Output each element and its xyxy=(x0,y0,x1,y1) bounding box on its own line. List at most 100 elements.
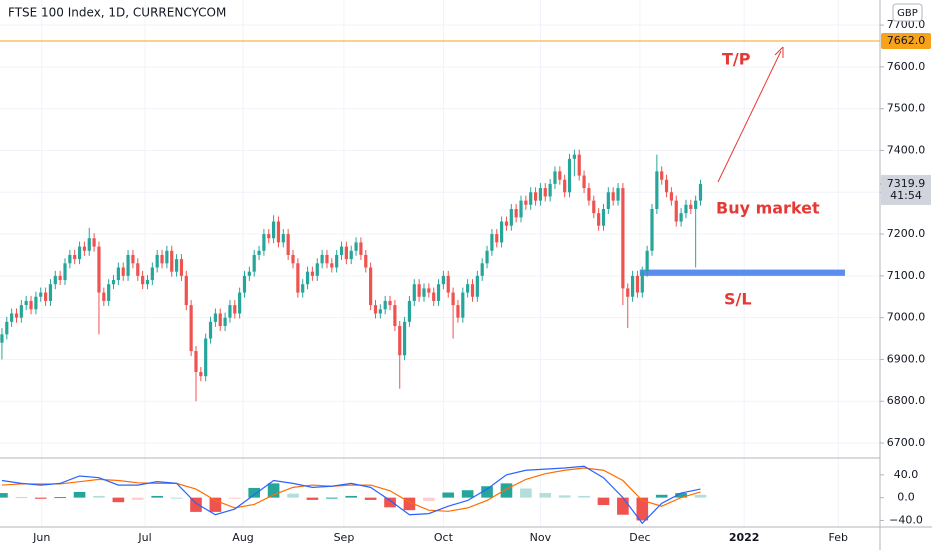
candle-body xyxy=(689,204,693,209)
candle-body xyxy=(286,234,290,255)
currency: GBP xyxy=(897,8,918,19)
candle-body xyxy=(131,254,135,264)
candle-body xyxy=(145,280,150,285)
candle-body xyxy=(116,267,120,281)
candle-body xyxy=(315,263,319,276)
macd-histogram-bar xyxy=(345,495,358,498)
target-badge xyxy=(881,32,931,49)
macd-histogram-bar xyxy=(539,493,552,498)
candle-body xyxy=(325,254,329,264)
candle-body xyxy=(446,275,450,293)
candle-body xyxy=(126,254,130,276)
candle-body xyxy=(470,284,475,297)
candle-body xyxy=(170,250,174,272)
candle-body xyxy=(349,250,353,260)
candle-body xyxy=(233,305,237,314)
candle-body xyxy=(412,284,416,301)
x-tick-label: Nov xyxy=(530,531,552,544)
candle-body xyxy=(461,292,465,318)
y-tick-label: 7600.0 xyxy=(887,60,926,73)
x-tick-label: Jun xyxy=(32,531,50,544)
current-price: 7319.9 xyxy=(887,177,926,190)
candle-body xyxy=(208,321,213,339)
candle-body xyxy=(335,254,339,268)
candle-body xyxy=(97,246,101,293)
candle-body xyxy=(694,200,698,209)
candle-body xyxy=(645,250,649,272)
candle-body xyxy=(626,288,630,297)
candle-body xyxy=(34,296,38,310)
candle-body xyxy=(179,259,184,276)
candle-body xyxy=(441,275,445,285)
macd-histogram-bar xyxy=(34,497,47,499)
candle-body xyxy=(189,305,193,352)
candle-body xyxy=(432,292,436,301)
candle-body xyxy=(373,305,378,314)
y-tick-label: 6700.0 xyxy=(887,436,926,449)
candle-body xyxy=(291,254,295,264)
candle-body xyxy=(107,284,111,301)
candle-body xyxy=(262,234,266,251)
candle-body xyxy=(524,200,528,205)
candle-body xyxy=(621,188,625,289)
macd-histogram-bar xyxy=(617,497,629,515)
candle-body xyxy=(393,305,397,327)
macd-histogram-bar xyxy=(248,487,261,498)
candle-body xyxy=(495,234,499,243)
candle-body xyxy=(19,305,23,318)
macd-histogram-bar xyxy=(306,497,319,500)
x-tick-label: Feb xyxy=(829,531,848,544)
macd-histogram-bar xyxy=(558,495,571,498)
candle-body xyxy=(160,254,164,264)
buy-label: Buy market xyxy=(716,199,820,218)
target-label: 7662.0 xyxy=(887,34,926,47)
candle-body xyxy=(155,254,159,268)
candle-body xyxy=(48,284,53,301)
macd-histogram-bar xyxy=(384,497,396,508)
candle-body xyxy=(456,305,460,318)
candle-body xyxy=(213,313,217,322)
candle-body xyxy=(475,275,479,297)
macd-histogram-bar xyxy=(170,497,183,499)
candle-body xyxy=(402,321,407,356)
candle-body xyxy=(272,221,276,239)
candle-body xyxy=(577,154,581,176)
candle-body xyxy=(111,280,116,285)
candle-body xyxy=(509,208,513,226)
candle-body xyxy=(174,259,179,272)
candle-body xyxy=(63,263,67,281)
macd-histogram-bar xyxy=(403,497,416,511)
macd-line xyxy=(1,465,701,525)
macd-histogram-bar xyxy=(694,494,707,498)
candle-body xyxy=(669,192,674,201)
candle-body xyxy=(87,238,91,251)
candle-body xyxy=(674,200,678,222)
candle-body xyxy=(684,204,688,214)
candle-body xyxy=(247,271,251,276)
currency-box[interactable] xyxy=(892,3,923,22)
macd-histogram-bar xyxy=(636,497,649,521)
macd-histogram-bar xyxy=(364,497,377,500)
macd-histogram-bar xyxy=(131,497,144,500)
candle-body xyxy=(165,250,169,264)
candle-body xyxy=(330,263,334,268)
signal-line xyxy=(1,467,701,512)
x-tick-label: Oct xyxy=(434,531,454,544)
candle-body xyxy=(204,338,208,377)
macd-histogram-bar xyxy=(325,497,338,499)
candle-body xyxy=(388,300,392,306)
candle-body xyxy=(136,263,140,276)
candle-body xyxy=(257,250,261,255)
candle-body xyxy=(141,275,145,285)
candle-body xyxy=(611,192,615,201)
candle-body xyxy=(369,267,373,306)
candle-body xyxy=(698,183,703,201)
candle-body xyxy=(199,371,203,377)
macd-histogram-bar xyxy=(461,490,474,498)
macd-histogram-bar xyxy=(15,497,28,499)
candle-body xyxy=(558,171,562,180)
candle-body xyxy=(150,267,154,281)
candle-body xyxy=(480,263,484,276)
